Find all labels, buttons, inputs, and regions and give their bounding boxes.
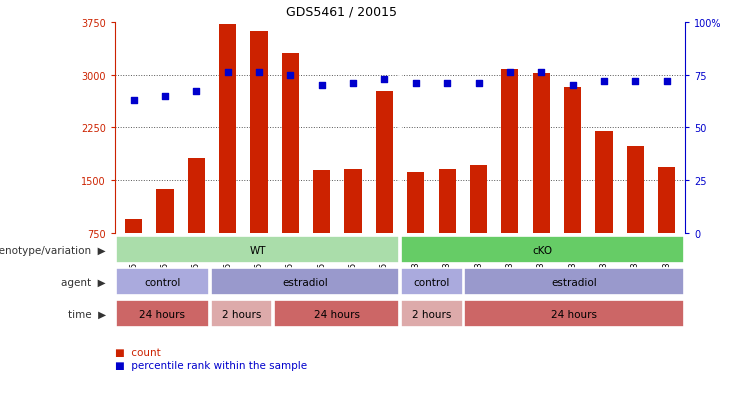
Point	[379, 76, 391, 83]
Bar	[274, 301, 399, 327]
Text: 24 hours: 24 hours	[139, 309, 185, 319]
Bar	[211, 269, 399, 295]
Point	[159, 93, 171, 100]
Point	[348, 81, 359, 87]
Point	[598, 78, 610, 85]
Point	[535, 70, 547, 76]
Bar	[401, 269, 462, 295]
Text: 24 hours: 24 hours	[313, 309, 359, 319]
Point	[285, 72, 296, 78]
Bar	[116, 237, 399, 263]
Text: cKO: cKO	[533, 245, 553, 255]
Text: 24 hours: 24 hours	[551, 309, 597, 319]
Bar	[501, 70, 519, 233]
Point	[441, 81, 453, 87]
Bar	[408, 172, 425, 233]
Bar	[627, 147, 644, 233]
Bar	[401, 301, 462, 327]
Bar	[282, 54, 299, 233]
Point	[127, 97, 139, 104]
Bar	[465, 301, 685, 327]
Bar	[156, 189, 173, 233]
Bar	[313, 170, 330, 233]
Text: estradiol: estradiol	[282, 277, 328, 287]
Point	[316, 83, 328, 89]
Point	[567, 83, 579, 89]
Text: estradiol: estradiol	[551, 277, 597, 287]
Text: WT: WT	[249, 245, 266, 255]
Bar	[116, 269, 209, 295]
Bar	[439, 169, 456, 233]
Text: GDS5461 / 20015: GDS5461 / 20015	[286, 6, 397, 19]
Bar	[465, 269, 685, 295]
Bar	[595, 131, 613, 233]
Bar	[376, 92, 393, 233]
Bar	[564, 88, 581, 233]
Text: 2 hours: 2 hours	[412, 309, 451, 319]
Text: ■  count: ■ count	[115, 347, 161, 357]
Text: 2 hours: 2 hours	[222, 309, 262, 319]
Point	[253, 70, 265, 76]
Point	[190, 89, 202, 95]
Bar	[250, 32, 268, 233]
Text: control: control	[144, 277, 181, 287]
Point	[222, 70, 233, 76]
Point	[473, 81, 485, 87]
Text: agent  ▶: agent ▶	[62, 277, 106, 287]
Bar	[187, 158, 205, 233]
Bar	[533, 74, 550, 233]
Text: genotype/variation  ▶: genotype/variation ▶	[0, 245, 106, 255]
Bar	[125, 219, 142, 233]
Bar	[401, 237, 685, 263]
Bar	[116, 301, 209, 327]
Point	[504, 70, 516, 76]
Text: control: control	[413, 277, 450, 287]
Bar	[470, 165, 487, 233]
Point	[661, 78, 673, 85]
Text: ■  percentile rank within the sample: ■ percentile rank within the sample	[115, 360, 307, 370]
Point	[410, 81, 422, 87]
Bar	[211, 301, 273, 327]
Text: time  ▶: time ▶	[68, 309, 106, 319]
Bar	[658, 168, 675, 233]
Bar	[219, 25, 236, 233]
Bar	[345, 169, 362, 233]
Point	[629, 78, 641, 85]
